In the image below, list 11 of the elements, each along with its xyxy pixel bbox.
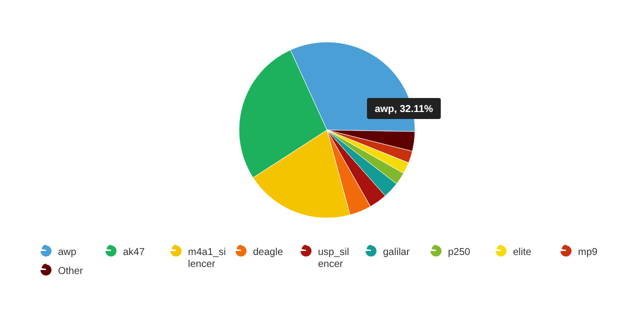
legend-label: p250 xyxy=(448,247,471,258)
legend-label: usp_silencer xyxy=(318,247,350,270)
legend-label: awp xyxy=(58,247,77,258)
text: awp, 32.11% xyxy=(374,104,434,115)
legend-label: deagle xyxy=(253,247,284,258)
legend-label: elite xyxy=(513,247,532,258)
legend-label: galilar xyxy=(383,247,410,258)
legend-label: m4a1_silencer xyxy=(188,247,226,270)
legend-label: mp9 xyxy=(578,247,598,258)
legend-label: ak47 xyxy=(123,247,146,258)
legend-label: Other xyxy=(58,266,84,277)
